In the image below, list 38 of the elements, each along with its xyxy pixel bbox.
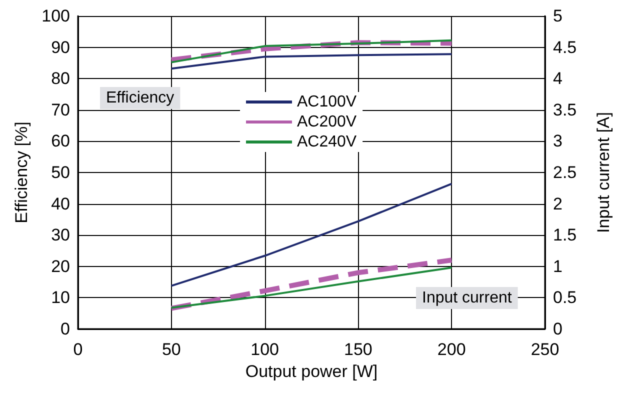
y-tick-label: 80 [51, 69, 70, 88]
line-series [170, 53, 453, 70]
y-tick-label: 100 [42, 6, 70, 26]
y-tick-label: 0 [60, 320, 70, 338]
line-series [170, 182, 453, 287]
x-tick-label: 250 [530, 340, 560, 359]
y2-tick-label: 0 [553, 320, 562, 338]
y-tick-label: 70 [51, 100, 70, 120]
y2-tick-label: 2 [553, 194, 562, 214]
x-tick-label: 200 [437, 340, 466, 359]
y2-tick-label: 5 [553, 6, 562, 26]
y2-tick-label: 2.5 [553, 163, 577, 182]
y-tick-label: 90 [51, 38, 70, 57]
y2-tick-label: 4.5 [553, 38, 577, 57]
y-axis-title: Efficiency [%] [12, 122, 31, 224]
annotation: Efficiency [106, 90, 174, 106]
legend-label: AC200V [297, 114, 357, 130]
y-tick-label: 50 [51, 163, 70, 182]
x-tick-label: 0 [73, 340, 83, 359]
y-tick-label: 10 [51, 288, 70, 308]
y2-tick-label: 0.5 [553, 288, 577, 308]
y-tick-label: 20 [51, 256, 70, 276]
legend-label: AC100V [297, 94, 357, 110]
y2-axis-title: Input current [A] [594, 112, 613, 233]
x-axis-title: Output power [W] [245, 362, 378, 381]
x-tick-label: 50 [162, 340, 181, 359]
y2-tick-label: 3.5 [553, 100, 577, 120]
y-tick-label: 30 [51, 226, 70, 245]
y-tick-label: 40 [51, 194, 70, 214]
y2-tick-label: 4 [553, 69, 562, 88]
y2-tick-label: 1.5 [553, 226, 577, 245]
y2-tick-label: 1 [553, 256, 562, 276]
legend-label: AC240V [297, 134, 357, 150]
y2-tick-label: 3 [553, 132, 562, 151]
y-tick-label: 60 [51, 132, 70, 151]
x-tick-label: 100 [250, 340, 279, 359]
annotation: Input current [422, 290, 512, 306]
x-tick-label: 150 [344, 340, 372, 359]
